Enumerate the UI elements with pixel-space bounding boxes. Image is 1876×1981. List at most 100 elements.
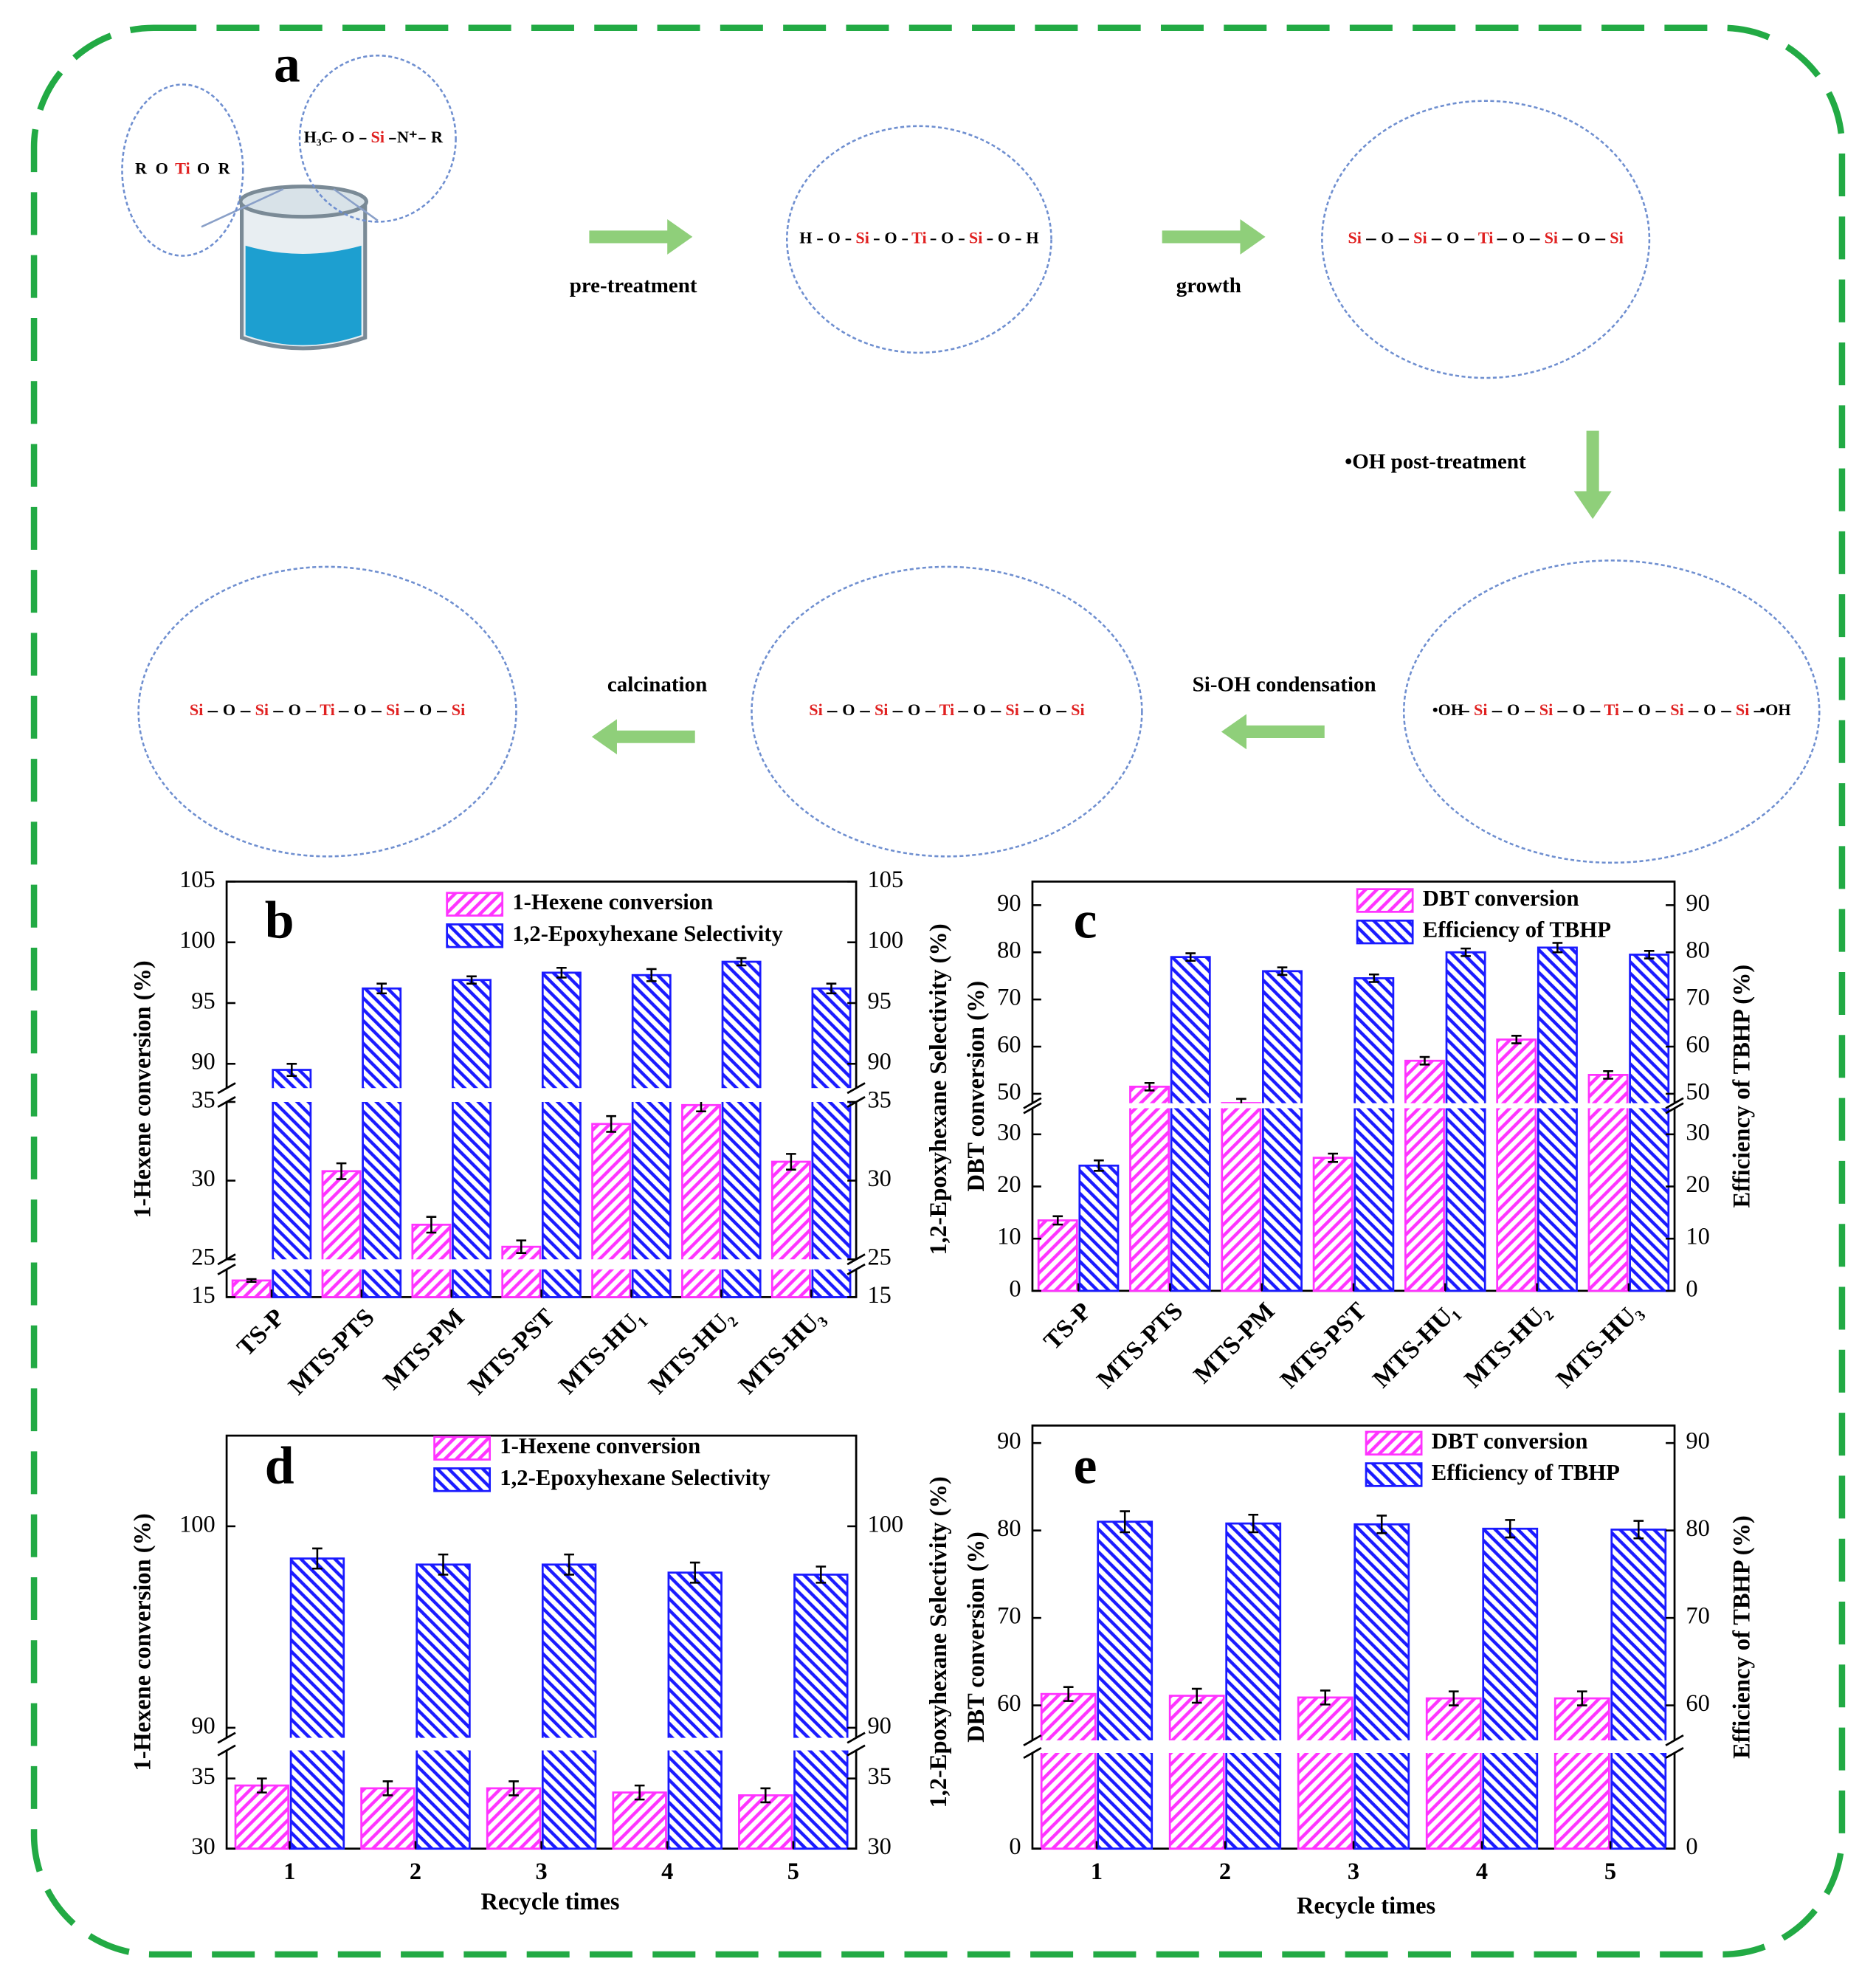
y-tick-label: 50 <box>1686 1078 1709 1105</box>
x-tick-label: MTS-HU₃ <box>734 1303 830 1399</box>
y-tick-label: 80 <box>1686 1515 1709 1542</box>
atom-bg <box>794 229 818 249</box>
y-tick-label: 25 <box>191 1244 215 1271</box>
x-tick-label: 3 <box>1348 1858 1359 1885</box>
error-bar <box>1376 1515 1387 1534</box>
atom-bg <box>366 128 390 149</box>
axis-break-mark <box>217 1082 236 1095</box>
bar <box>1040 1692 1097 1850</box>
atom-bg <box>1666 701 1689 722</box>
atom-bg <box>964 229 987 249</box>
atom-bg <box>1507 229 1530 249</box>
structure-outline <box>751 565 1143 858</box>
atom: O <box>908 700 920 719</box>
y-tick-label: 80 <box>1686 937 1709 964</box>
bar <box>362 987 402 1298</box>
y-tick-label: 20 <box>1686 1171 1709 1198</box>
bar <box>1312 1157 1353 1292</box>
error-bar <box>382 1780 393 1796</box>
bar <box>234 1784 290 1850</box>
x-tick-label: MTS-HU₃ <box>1551 1298 1647 1393</box>
x-tick-label: 1 <box>1091 1858 1103 1885</box>
bar <box>1537 946 1578 1292</box>
y-tick-label: 90 <box>997 1428 1021 1455</box>
atom: •OH <box>1759 700 1790 719</box>
legend-label: 1-Hexene conversion <box>500 1433 700 1458</box>
atom-bg <box>1568 701 1590 722</box>
error-bar <box>1552 942 1563 954</box>
bar <box>289 1557 345 1850</box>
atom: O <box>419 700 432 719</box>
legend-label: DBT conversion <box>1432 1428 1588 1453</box>
bar <box>1629 954 1670 1292</box>
x-tick-label: 4 <box>661 1858 673 1885</box>
atom-bg <box>1001 701 1024 722</box>
atom-bg <box>307 128 330 149</box>
bar <box>231 1279 272 1298</box>
y-axis-title: DBT conversion (%) <box>963 981 990 1192</box>
axis-break-mark <box>846 1263 866 1275</box>
y-tick-label: 60 <box>997 1690 1021 1717</box>
error-bar <box>760 1787 771 1804</box>
atom-bg <box>935 701 959 722</box>
atom-bg <box>936 229 959 249</box>
bar <box>1170 956 1211 1292</box>
atom: O <box>1578 228 1590 247</box>
bar <box>667 1571 723 1850</box>
y-tick-label: 35 <box>191 1763 215 1790</box>
error-bar <box>246 1278 257 1284</box>
error-bar <box>1320 1689 1331 1706</box>
atom-bg <box>1764 701 1787 722</box>
axis-break-mark <box>1665 1097 1684 1109</box>
legend-swatch <box>433 1436 492 1461</box>
bar <box>1587 1073 1629 1292</box>
bar <box>738 1794 793 1850</box>
bar <box>541 971 582 1298</box>
y-tick-label: 60 <box>1686 1690 1709 1717</box>
y-tick-label: 90 <box>191 1049 215 1075</box>
error-bar <box>689 1561 700 1584</box>
atom: Si <box>1545 228 1558 247</box>
atom: O <box>1573 700 1585 719</box>
bar <box>1445 951 1486 1292</box>
x-tick-label: 5 <box>1604 1858 1616 1885</box>
axis-break-mark <box>846 1732 866 1744</box>
x-axis-title: Recycle times <box>1297 1892 1435 1919</box>
atom: O <box>342 128 354 146</box>
y-tick-label: 10 <box>1686 1224 1709 1250</box>
y-tick-label: 80 <box>997 1515 1021 1542</box>
dashed-frame <box>30 24 1846 1958</box>
legend-label: 1-Hexene conversion <box>512 889 713 914</box>
atom: O <box>842 700 855 719</box>
atom-bg <box>185 701 208 722</box>
atom: Si <box>875 700 888 719</box>
atom: Si <box>1413 228 1427 247</box>
beaker <box>201 185 379 351</box>
legend-swatch <box>1365 1430 1423 1456</box>
x-tick-label: 5 <box>787 1858 799 1885</box>
atom-bg <box>1572 229 1596 249</box>
bar <box>272 1069 312 1298</box>
atom-bg <box>348 701 372 722</box>
atom-bg <box>1605 229 1628 249</box>
atom: N⁺ <box>397 128 418 146</box>
bar <box>1129 1085 1170 1292</box>
atom: •OH <box>1432 700 1463 719</box>
y-tick-label: 0 <box>1686 1275 1697 1302</box>
error-bar <box>1063 1686 1074 1702</box>
legend-swatch <box>1365 1462 1423 1487</box>
bar <box>1297 1696 1353 1850</box>
atom-bg <box>1632 701 1656 722</box>
axis-break-mark <box>846 1744 866 1757</box>
atom: Si <box>969 228 982 247</box>
y-tick-label: 30 <box>867 1833 891 1860</box>
y-tick-label: 30 <box>191 1165 215 1192</box>
atom-bg <box>1469 701 1492 722</box>
structure-outline <box>121 83 244 257</box>
atom: Si <box>1670 700 1683 719</box>
error-bar <box>466 975 477 985</box>
bar <box>1078 1164 1120 1292</box>
atom: O <box>1446 228 1459 247</box>
legend-swatch <box>446 892 504 917</box>
bar <box>1225 1522 1282 1850</box>
